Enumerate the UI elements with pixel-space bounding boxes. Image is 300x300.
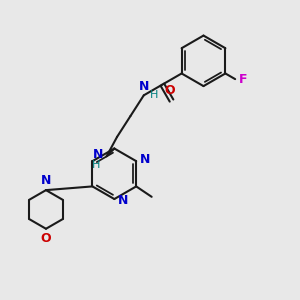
Text: O: O xyxy=(165,84,176,97)
Text: H: H xyxy=(150,90,159,100)
Text: N: N xyxy=(139,80,150,93)
Text: N: N xyxy=(41,174,51,187)
Text: F: F xyxy=(239,73,247,85)
Text: N: N xyxy=(140,153,150,166)
Text: H: H xyxy=(92,160,100,170)
Text: N: N xyxy=(118,194,128,207)
Text: N: N xyxy=(93,148,103,161)
Text: O: O xyxy=(41,232,51,245)
